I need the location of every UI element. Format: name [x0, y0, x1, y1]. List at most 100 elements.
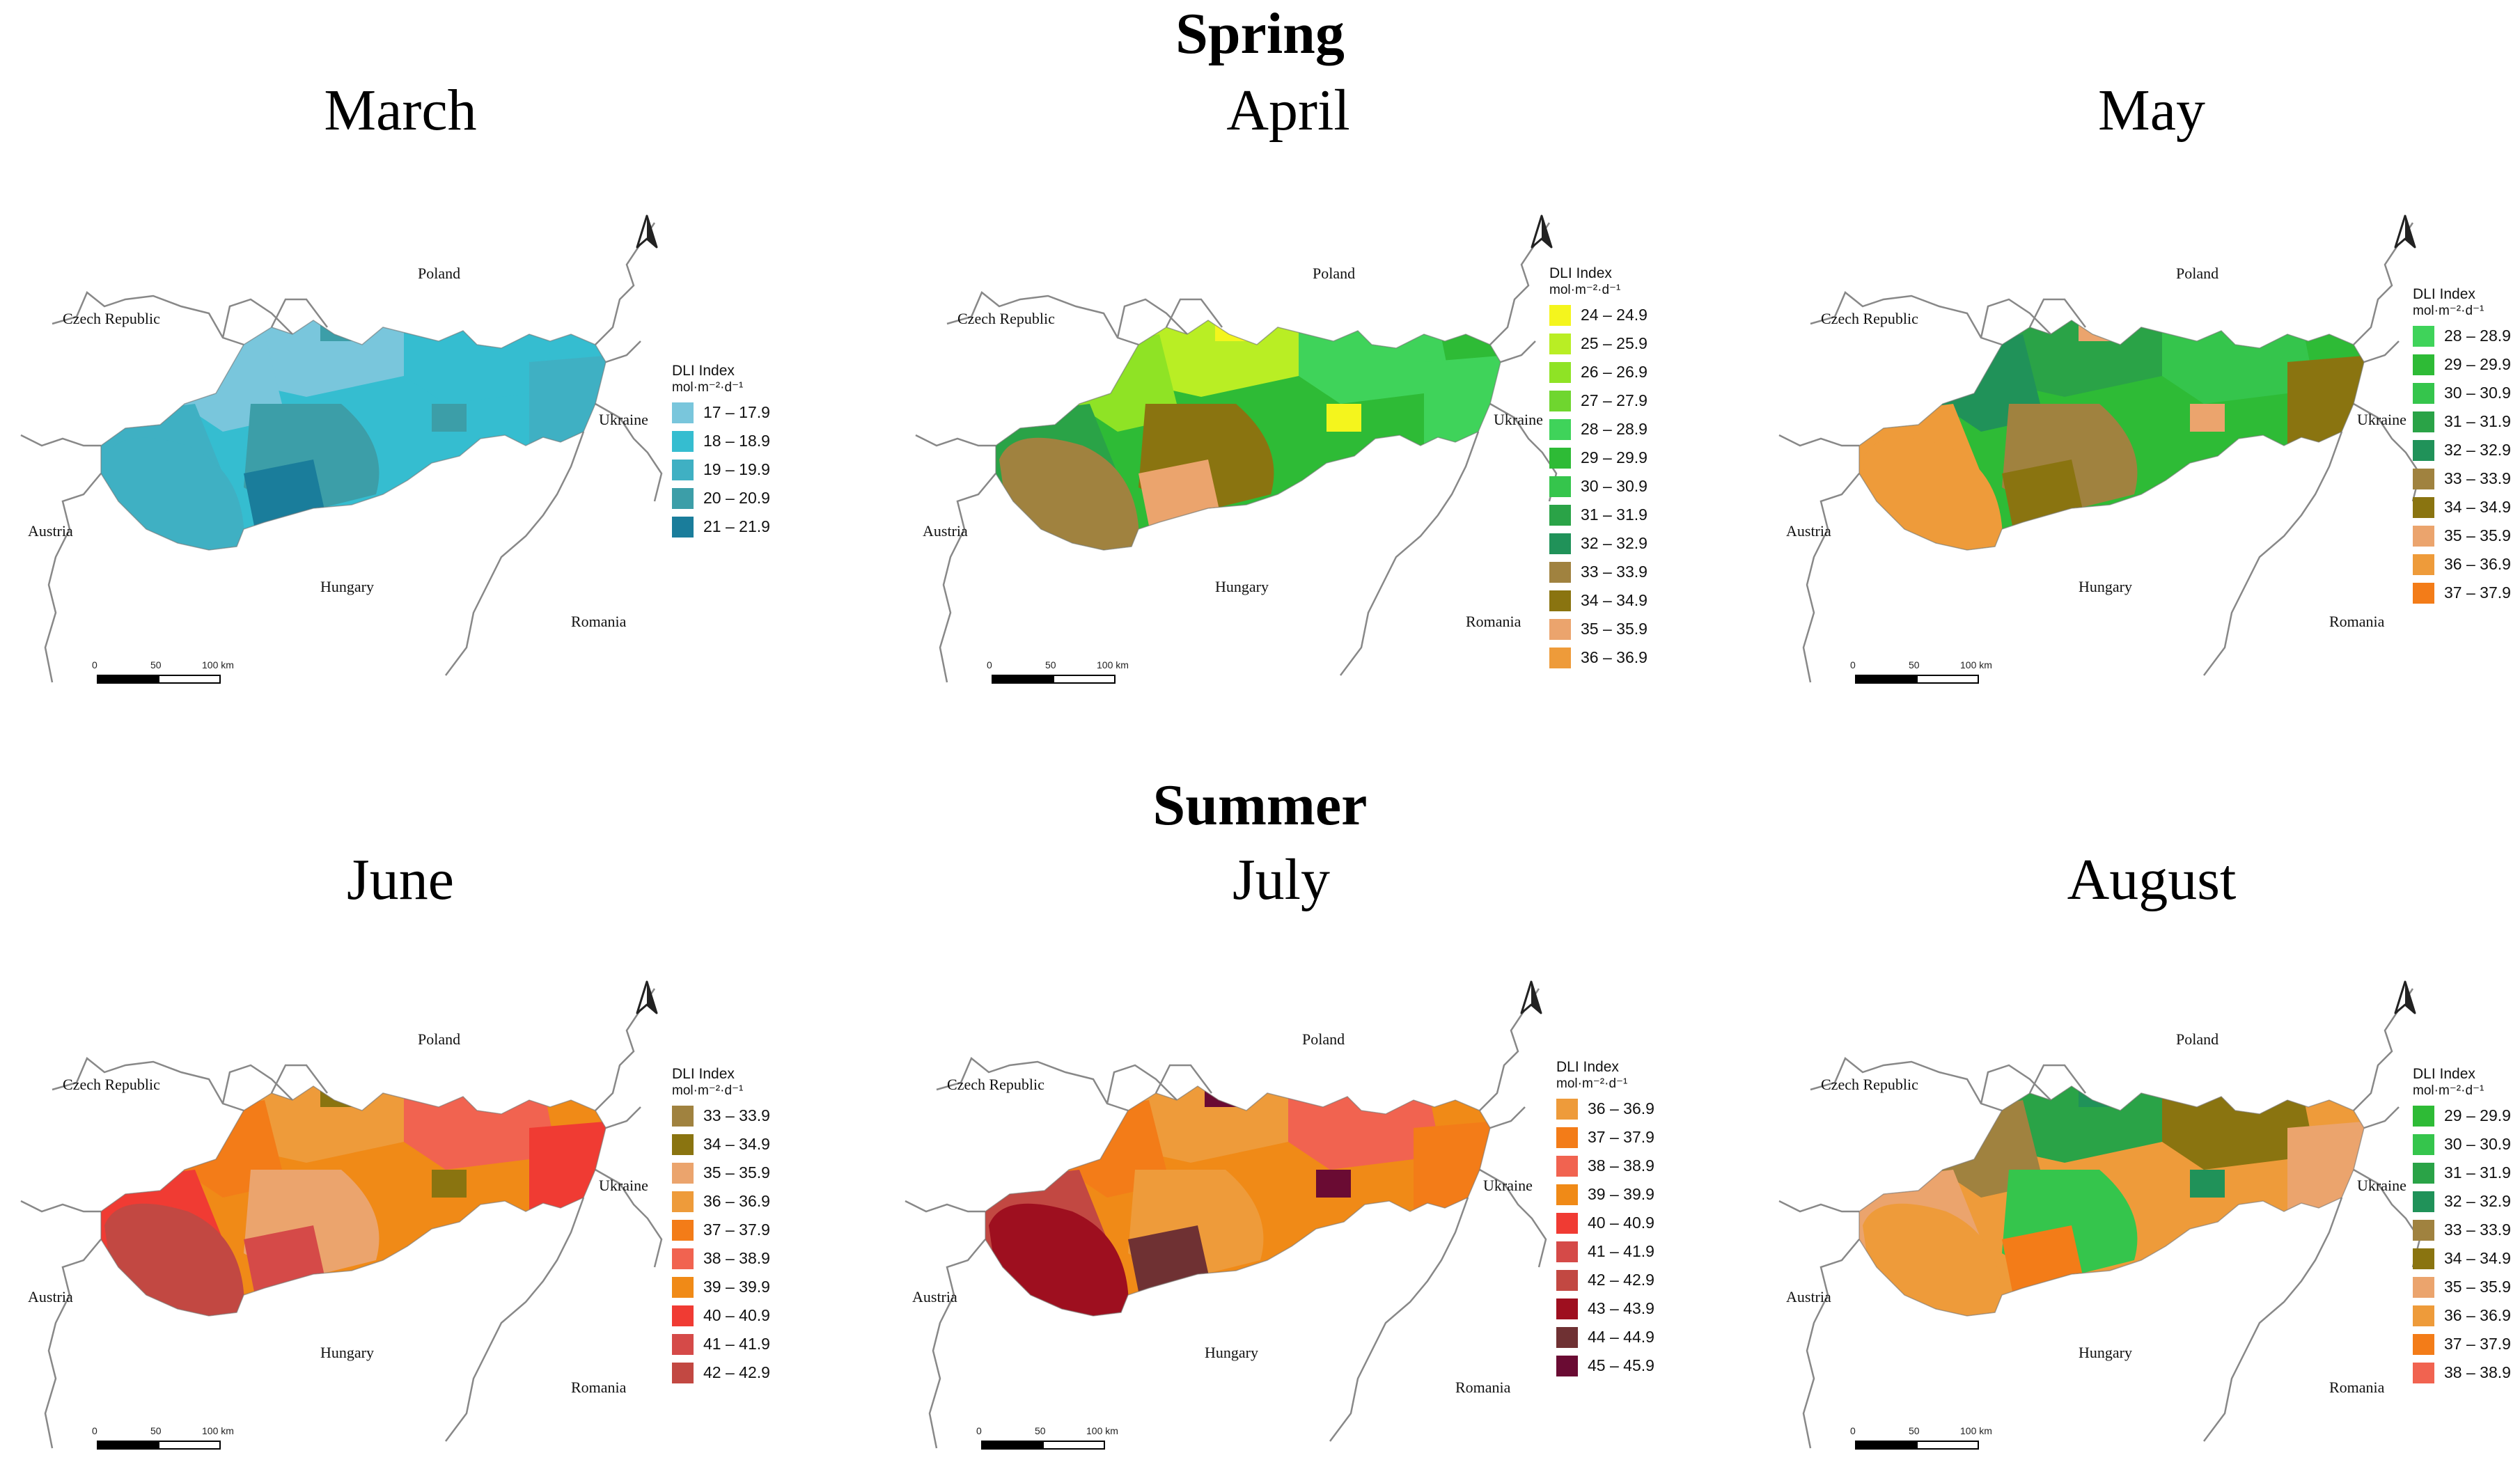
map-panel-march: 0 50 100 km Czech Republic Poland Ukraine Aust…: [14, 195, 836, 717]
legend-item: 35 – 35.9: [2413, 1273, 2511, 1301]
legend-label: 41 – 41.9: [703, 1335, 770, 1353]
country-label-poland: Poland: [418, 1030, 460, 1048]
legend-label: 42 – 42.9: [703, 1363, 770, 1381]
legend-item: 36 – 36.9: [2413, 1301, 2511, 1330]
legend-label: 35 – 35.9: [703, 1163, 770, 1182]
legend-item: 36 – 36.9: [1549, 643, 1648, 672]
scale-bar: [981, 1441, 1105, 1450]
country-label-hungary: Hungary: [2079, 1344, 2132, 1361]
region-patch: [1316, 1170, 1351, 1198]
country-label-romania: Romania: [571, 1379, 627, 1396]
north-arrow-icon: [636, 214, 658, 249]
legend-label: 24 – 24.9: [1581, 306, 1648, 324]
north-arrow-icon: [1531, 214, 1553, 249]
legend-swatch: [1549, 390, 1571, 411]
legend-swatch: [1549, 590, 1571, 611]
country-outline: [1858, 320, 2365, 551]
legend-unit: mol·m⁻²·d⁻¹: [1549, 283, 1621, 297]
legend-swatch: [2413, 582, 2434, 604]
season-title-summer: Summer: [1152, 773, 1368, 838]
legend: DLI Index mol·m⁻²·d⁻¹ 28 – 28.9 29 – 29.9 30…: [2413, 285, 2511, 607]
legend-swatch: [672, 1133, 694, 1155]
legend-swatch: [672, 487, 694, 509]
scale-label-zero: 0: [1850, 659, 1856, 670]
legend-label: 32 – 32.9: [2444, 1192, 2511, 1210]
legend-item: 35 – 35.9: [2413, 521, 2511, 550]
country-label-hungary: Hungary: [1215, 578, 1269, 595]
scale-label-end: 100 km: [202, 659, 234, 670]
legend-label: 37 – 37.9: [1588, 1128, 1654, 1146]
legend-label: 26 – 26.9: [1581, 363, 1648, 381]
legend-item: 30 – 30.9: [1549, 472, 1648, 501]
country-label-austria: Austria: [1786, 1288, 1831, 1305]
legend-item: 42 – 42.9: [672, 1358, 770, 1387]
legend-item: 18 – 18.9: [672, 427, 770, 455]
season-title-spring: Spring: [1175, 1, 1345, 66]
legend-swatch: [672, 1219, 694, 1241]
country-border: [1802, 1239, 1860, 1449]
country-label-poland: Poland: [418, 265, 460, 282]
country-outline: [100, 1085, 606, 1317]
legend-item: 28 – 28.9: [1549, 415, 1648, 444]
legend-swatch: [1556, 1184, 1578, 1205]
country-label-poland: Poland: [2176, 1030, 2218, 1048]
region-northeast: [2162, 320, 2315, 404]
scale-label-zero: 0: [92, 659, 97, 670]
country-border: [52, 290, 244, 346]
legend-swatch: [2413, 1105, 2434, 1127]
legend-swatch: [2413, 1133, 2434, 1155]
legend-label: 43 – 43.9: [1588, 1299, 1654, 1317]
country-border: [221, 298, 293, 338]
legend-label: 41 – 41.9: [1588, 1242, 1654, 1260]
country-label-ukraine: Ukraine: [2357, 1177, 2406, 1194]
legend-item: 21 – 21.9: [672, 512, 770, 541]
legend-label: 19 – 19.9: [703, 460, 770, 478]
country-border: [915, 434, 996, 447]
legend-swatch: [2413, 354, 2434, 375]
legend-item: 31 – 31.9: [2413, 407, 2511, 436]
country-label-poland: Poland: [1313, 265, 1355, 282]
legend-label: 34 – 34.9: [2444, 1249, 2511, 1267]
legend-label: 34 – 34.9: [703, 1135, 770, 1153]
legend-item: 43 – 43.9: [1556, 1294, 1654, 1323]
legend-swatch: [672, 1191, 694, 1212]
legend-swatch: [2413, 1362, 2434, 1383]
legend-swatch: [1556, 1269, 1578, 1291]
legend-item: 34 – 34.9: [2413, 1244, 2511, 1273]
scale-label-end: 100 km: [202, 1425, 234, 1436]
country-border: [2028, 1064, 2086, 1094]
legend-label: 31 – 31.9: [2444, 412, 2511, 430]
month-title-march: March: [324, 78, 477, 143]
legend-item: 29 – 29.9: [2413, 1101, 2511, 1130]
region-patch: [320, 1086, 362, 1107]
legend-item: 34 – 34.9: [672, 1130, 770, 1159]
legend-swatch: [1556, 1155, 1578, 1177]
legend-item: 32 – 32.9: [2413, 1187, 2511, 1216]
country-border: [270, 1064, 328, 1094]
legend-item: 24 – 24.9: [1549, 301, 1648, 329]
legend-label: 36 – 36.9: [1581, 648, 1648, 666]
legend-unit: mol·m⁻²·d⁻¹: [2413, 1083, 2484, 1098]
scale-label-zero: 0: [1850, 1425, 1856, 1436]
legend-swatch: [672, 1305, 694, 1326]
scale-bar: [992, 675, 1116, 684]
country-border: [1778, 434, 1859, 447]
legend-swatch: [2413, 439, 2434, 461]
region-patch: [2079, 320, 2120, 341]
scale-label-mid: 50: [1909, 1425, 1920, 1436]
country-label-romania: Romania: [1455, 1379, 1511, 1396]
region-northeast: [1299, 320, 1452, 404]
scale-label-zero: 0: [987, 659, 992, 670]
legend-item: 33 – 33.9: [2413, 1216, 2511, 1244]
legend-swatch: [2413, 1162, 2434, 1184]
legend-swatch: [1556, 1241, 1578, 1262]
legend-item: 31 – 31.9: [1549, 501, 1648, 529]
month-title-july: July: [1232, 847, 1331, 912]
legend-label: 38 – 38.9: [1588, 1156, 1654, 1175]
legend-label: 38 – 38.9: [703, 1249, 770, 1267]
country-outline: [985, 1085, 1491, 1317]
country-border: [1155, 1064, 1212, 1094]
legend-swatch: [672, 1105, 694, 1127]
legend-swatch: [2413, 1219, 2434, 1241]
legend-swatch: [1556, 1355, 1578, 1376]
